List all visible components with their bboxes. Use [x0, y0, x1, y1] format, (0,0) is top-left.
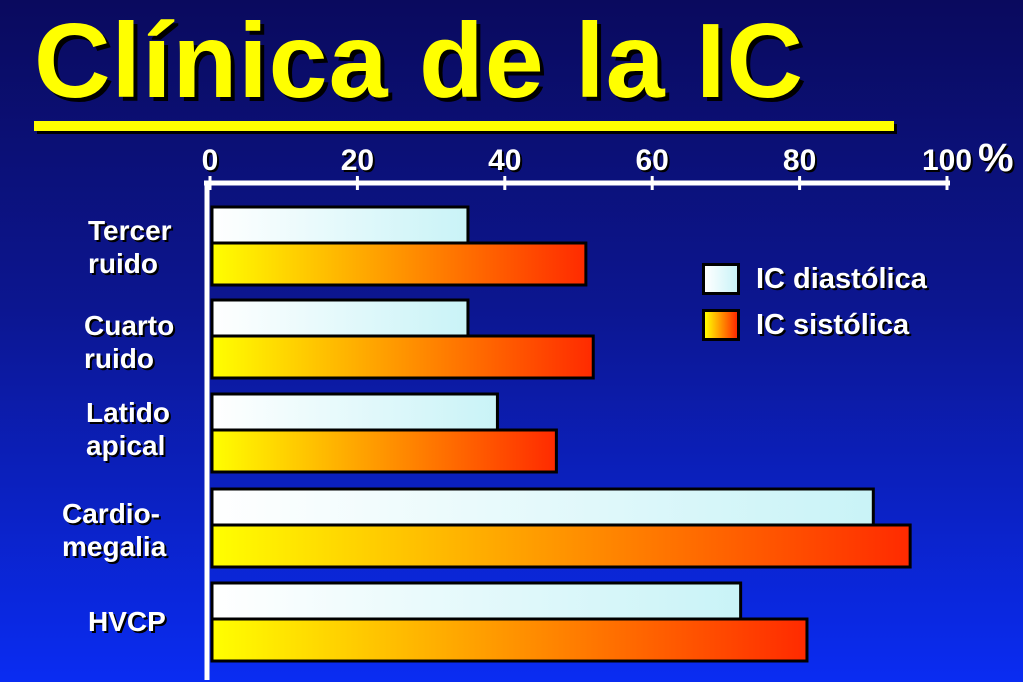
category-label-4: HVCP	[88, 606, 166, 637]
legend-item-diastolic: IC diastólica	[702, 256, 927, 302]
legend-swatch-diastolic	[702, 263, 740, 295]
bar-diastolic-3	[210, 487, 875, 527]
bar-diastolic-1	[210, 298, 470, 338]
x-tick-label: 20	[341, 144, 374, 177]
x-tick-label: 60	[636, 144, 669, 177]
x-tick-label: 80	[783, 144, 816, 177]
category-label-3: Cardio- megalia	[62, 498, 167, 562]
bar-diastolic-2	[210, 392, 499, 432]
legend-label-diastolic: IC diastólica	[756, 262, 927, 295]
category-label-0: Tercer ruido	[88, 215, 172, 279]
x-tick-label: 0	[202, 144, 219, 177]
bar-diastolic-4	[210, 581, 743, 621]
bar-systolic-1	[210, 334, 595, 380]
bar-systolic-3	[210, 523, 912, 569]
legend: IC diastólica IC sistólica	[702, 256, 927, 348]
x-tick-label: 40	[488, 144, 521, 177]
page-title: Clínica de la IC	[34, 2, 805, 120]
legend-item-systolic: IC sistólica	[702, 302, 927, 348]
x-tick-label: 100	[922, 144, 972, 177]
bar-systolic-2	[210, 428, 558, 474]
title-underline	[34, 121, 894, 131]
category-label-1: Cuarto ruido	[84, 310, 175, 374]
bar-systolic-0	[210, 241, 588, 287]
category-label-2: Latido apical	[86, 397, 170, 461]
x-axis-unit: %	[978, 136, 1014, 180]
legend-swatch-systolic	[702, 309, 740, 341]
bar-diastolic-0	[210, 205, 470, 245]
legend-label-systolic: IC sistólica	[756, 308, 910, 341]
bar-systolic-4	[210, 617, 809, 663]
